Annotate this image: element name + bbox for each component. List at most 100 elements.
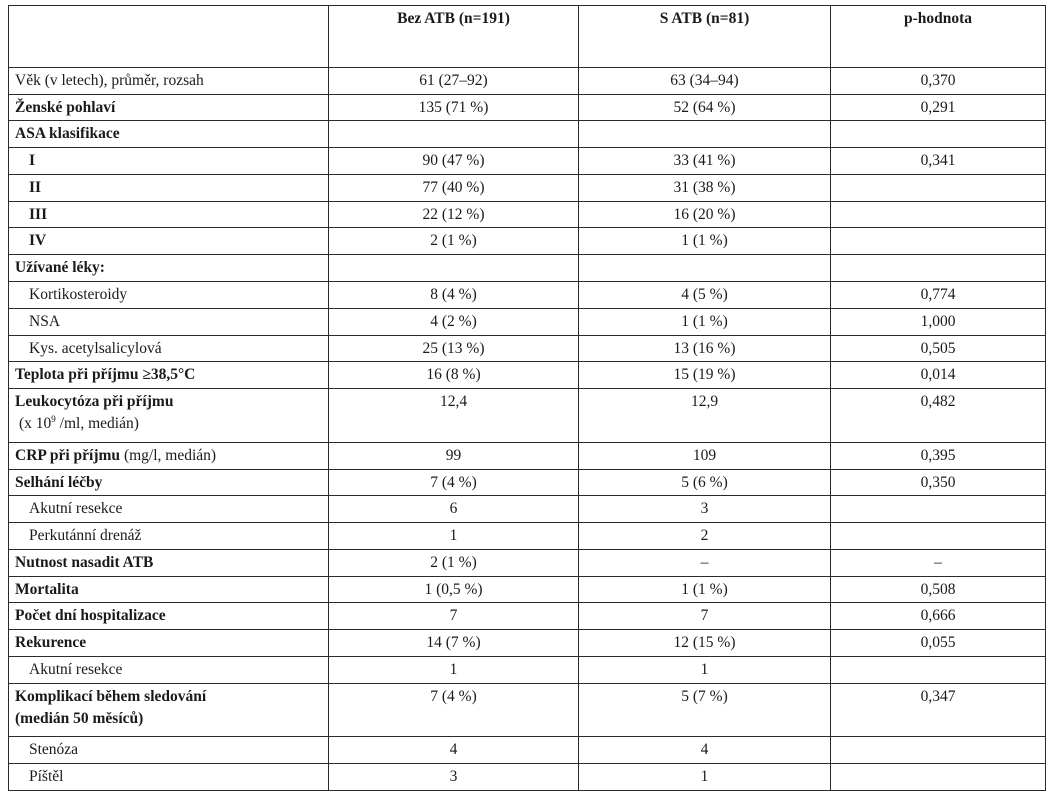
row-label-cell: Užívané léky: — [8, 254, 329, 283]
cell-p-hodnota — [830, 495, 1046, 524]
row-label-cell: Teplota při příjmu ≥38,5°C — [8, 361, 329, 390]
cell-p-hodnota: 0,014 — [830, 361, 1046, 390]
row-label-cell: Rekurence — [8, 629, 329, 657]
row-label-cell: I — [8, 147, 329, 175]
cell-bez-atb: 22 (12 %) — [328, 200, 579, 229]
cell-bez-atb: 1 — [328, 655, 579, 684]
cell-p-hodnota: 0,666 — [830, 602, 1046, 631]
cell-p-hodnota: 0,055 — [830, 629, 1046, 657]
cell-s-atb: 1 (1 %) — [578, 227, 831, 256]
cell-bez-atb: 2 (1 %) — [328, 227, 579, 256]
cell-s-atb: 1 — [578, 763, 831, 791]
cell-bez-atb: 99 — [328, 441, 579, 470]
table-row: II 77 (40 %) 31 (38 %) — [8, 173, 1046, 202]
cell-s-atb: 5 (7 %) — [578, 682, 831, 738]
header-cell-s-atb: S ATB (n=81) — [578, 5, 831, 68]
row-label-bold: CRP při příjmu — [15, 446, 121, 464]
row-label-cell: II — [8, 173, 329, 202]
table-row: Počet dní hospitalizace 7 7 0,666 — [8, 602, 1046, 631]
cell-bez-atb: 90 (47 %) — [328, 147, 579, 175]
cell-p-hodnota — [830, 522, 1046, 550]
unit-prefix: (x 10 — [19, 415, 52, 433]
cell-bez-atb: 2 (1 %) — [328, 548, 579, 577]
table-row: Stenóza 4 4 — [8, 736, 1046, 765]
row-label-cell: Mortalita — [8, 575, 329, 604]
cell-s-atb: 5 (6 %) — [578, 468, 831, 497]
row-label-cell: Perkutánní drenáž — [8, 522, 329, 550]
table-row: Komplikací během sledování (medián 50 měs… — [8, 682, 1046, 738]
row-label-cell: Stenóza — [8, 736, 329, 765]
table-row: III 22 (12 %) 16 (20 %) — [8, 200, 1046, 229]
cell-s-atb: 1 (1 %) — [578, 307, 831, 336]
cell-s-atb: 52 (64 %) — [578, 93, 831, 122]
cell-p-hodnota: 0,395 — [830, 441, 1046, 470]
header-cell-bez-atb: Bez ATB (n=191) — [328, 5, 579, 68]
table-row: NSA 4 (2 %) 1 (1 %) 1,000 — [8, 307, 1046, 336]
table-row: Užívané léky: — [8, 254, 1046, 283]
cell-bez-atb: 7 (4 %) — [328, 468, 579, 497]
cell-p-hodnota: 0,482 — [830, 388, 1046, 443]
cell-s-atb: 12 (15 %) — [578, 629, 831, 657]
cell-p-hodnota: 0,291 — [830, 93, 1046, 122]
cell-bez-atb: 135 (71 %) — [328, 93, 579, 122]
cell-s-atb: 63 (34–94) — [578, 66, 831, 95]
table-row: Píštěl 3 1 — [8, 763, 1046, 791]
cell-p-hodnota: 0,347 — [830, 682, 1046, 738]
cell-s-atb: 3 — [578, 495, 831, 524]
row-label-cell: Píštěl — [8, 763, 329, 791]
table-row: Rekurence 14 (7 %) 12 (15 %) 0,055 — [8, 629, 1046, 657]
cell-bez-atb: 4 (2 %) — [328, 307, 579, 336]
cell-p-hodnota: 0,341 — [830, 147, 1046, 175]
row-label-cell: Akutní resekce — [8, 495, 329, 524]
cell-p-hodnota — [830, 254, 1046, 283]
table-row: Selhání léčby 7 (4 %) 5 (6 %) 0,350 — [8, 468, 1046, 497]
cell-s-atb: 4 (5 %) — [578, 281, 831, 309]
cell-p-hodnota: 0,505 — [830, 334, 1046, 363]
cell-p-hodnota: 0,370 — [830, 66, 1046, 95]
table-row: CRP při příjmu (mg/l, medián) 99 109 0,395 — [8, 441, 1046, 470]
table-row: Věk (v letech), průměr, rozsah 61 (27–92)… — [8, 66, 1046, 95]
table-row: Kortikosteroidy 8 (4 %) 4 (5 %) 0,774 — [8, 281, 1046, 309]
cell-p-hodnota — [830, 173, 1046, 202]
cell-bez-atb — [328, 120, 579, 149]
row-label-line1: Leukocytóza při příjmu — [15, 393, 174, 411]
table-row: Akutní resekce 1 1 — [8, 655, 1046, 684]
row-label-cell: Nutnost nasadit ATB — [8, 548, 329, 577]
row-label-cell: Počet dní hospitalizace — [8, 602, 329, 631]
table-row: Leukocytóza při příjmu (x 109 /ml, medián… — [8, 388, 1046, 443]
cell-bez-atb: 1 — [328, 522, 579, 550]
cell-bez-atb: 25 (13 %) — [328, 334, 579, 363]
cell-s-atb: – — [578, 548, 831, 577]
cell-s-atb: 2 — [578, 522, 831, 550]
table-row: ASA klasifikace — [8, 120, 1046, 149]
table-row: Akutní resekce 6 3 — [8, 495, 1046, 524]
row-label-cell: IV — [8, 227, 329, 256]
row-label-cell: Věk (v letech), průměr, rozsah — [8, 66, 329, 95]
row-label-line2: (x 109 /ml, medián) — [15, 413, 322, 435]
cell-s-atb: 16 (20 %) — [578, 200, 831, 229]
row-label-cell: Kortikosteroidy — [8, 281, 329, 309]
cell-p-hodnota: 0,508 — [830, 575, 1046, 604]
table-row: Perkutánní drenáž 1 2 — [8, 522, 1046, 550]
cell-p-hodnota — [830, 227, 1046, 256]
row-label-cell: Kys. acetylsalicylová — [8, 334, 329, 363]
cell-bez-atb: 1 (0,5 %) — [328, 575, 579, 604]
row-label-cell: Akutní resekce — [8, 655, 329, 684]
table-row: Kys. acetylsalicylová 25 (13 %) 13 (16 %) 0… — [8, 334, 1046, 363]
unit-suffix: /ml, medián) — [55, 415, 139, 433]
table-row: IV 2 (1 %) 1 (1 %) — [8, 227, 1046, 256]
cell-p-hodnota: 1,000 — [830, 307, 1046, 336]
table-row: Teplota při příjmu ≥38,5°C 16 (8 %) 15 (19… — [8, 361, 1046, 390]
cell-bez-atb: 7 (4 %) — [328, 682, 579, 738]
cell-bez-atb: 77 (40 %) — [328, 173, 579, 202]
cell-s-atb — [578, 254, 831, 283]
table-row: I 90 (47 %) 33 (41 %) 0,341 — [8, 147, 1046, 175]
cell-bez-atb: 4 — [328, 736, 579, 765]
header-cell-p-hodnota: p-hodnota — [830, 5, 1046, 68]
cell-p-hodnota — [830, 120, 1046, 149]
row-label-rest: (mg/l, medián) — [120, 446, 217, 464]
cell-s-atb: 13 (16 %) — [578, 334, 831, 363]
cell-s-atb: 1 (1 %) — [578, 575, 831, 604]
cell-p-hodnota: – — [830, 548, 1046, 577]
cell-p-hodnota — [830, 763, 1046, 791]
